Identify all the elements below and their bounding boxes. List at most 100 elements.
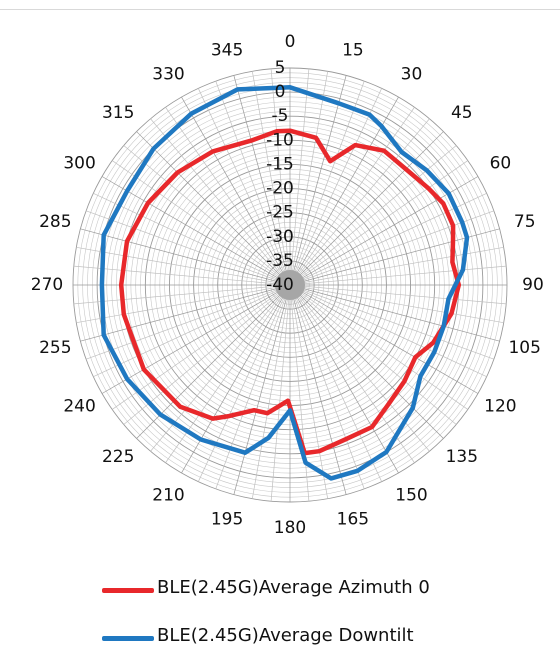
grid-spoke (197, 88, 291, 286)
grid-spoke (289, 284, 415, 463)
grid-spoke (73, 265, 291, 286)
grid-spoke (80, 228, 291, 286)
grid-spoke (233, 75, 291, 286)
grid-spoke (93, 284, 291, 378)
center-hub (275, 270, 305, 300)
grid-spoke (270, 68, 291, 286)
angle-label: 195 (211, 510, 243, 530)
angle-label: 180 (274, 518, 306, 538)
grid-spoke (289, 284, 444, 439)
angle-label: 0 (285, 32, 296, 52)
angle-label: 45 (451, 103, 473, 123)
grid-spoke (289, 210, 495, 286)
grid-spoke (289, 284, 500, 342)
series-group (99, 85, 470, 481)
grid-spoke (136, 131, 291, 286)
angle-label: 135 (446, 447, 478, 467)
grid-spoke (289, 284, 347, 495)
radial-tick-label: -40 (266, 275, 294, 295)
grid-spoke (76, 284, 291, 324)
grid-spoke (76, 246, 291, 286)
grid-spoke (289, 284, 457, 425)
angle-label: 120 (484, 397, 516, 417)
grid-spoke (289, 284, 430, 452)
radial-tick-label: -35 (266, 251, 294, 271)
radial-tick-label: 0 (275, 82, 286, 102)
grid-spoke (101, 284, 291, 394)
grid-spoke (93, 192, 291, 286)
grid-spoke (112, 160, 291, 286)
series-line-1 (99, 85, 470, 481)
grid-spoke (289, 176, 479, 286)
grid-spoke (251, 71, 291, 286)
grid-spoke (289, 88, 383, 286)
grid-spoke (73, 284, 291, 305)
angle-label: 240 (63, 397, 95, 417)
polar-chart: 0 15 30 45 60 75 90 105 120 135 150 165 180 195 210 225… (31, 32, 544, 538)
grid-spoke (289, 284, 504, 324)
grid-spoke (85, 210, 291, 286)
angle-labels: 0 15 30 45 60 75 90 105 120 135 150 165 180 195 210 225… (31, 32, 544, 538)
grid-spoke (112, 284, 291, 410)
angle-label: 90 (522, 275, 544, 295)
polar-grid (72, 67, 508, 503)
angle-label: 15 (342, 40, 364, 60)
grid-spoke (289, 284, 479, 394)
grid-spoke (289, 284, 399, 474)
grid-spoke (165, 107, 291, 286)
grid-spoke (101, 176, 291, 286)
grid-spoke (85, 284, 291, 360)
grid-spoke (289, 145, 457, 286)
angle-label: 165 (337, 510, 369, 530)
legend-label-azimuth: BLE(2.45G)Average Azimuth 0 (157, 577, 430, 598)
angle-label: 60 (490, 154, 512, 174)
angle-label: 315 (102, 103, 134, 123)
grid-spoke (150, 118, 291, 286)
grid-spoke (181, 96, 291, 286)
grid-spoke (289, 75, 347, 286)
radial-tick-label: -25 (266, 203, 294, 223)
grid-spoke (289, 284, 365, 490)
grid-spoke (181, 284, 291, 474)
grid-spoke (289, 284, 383, 482)
grid-spoke (289, 265, 507, 286)
grid-spoke (289, 284, 329, 499)
grid-spoke (251, 284, 291, 499)
grid-spoke (289, 107, 415, 286)
radial-tick-label: -10 (266, 130, 294, 150)
angle-label: 75 (514, 212, 536, 232)
grid-spoke (233, 284, 291, 495)
grid-spoke (289, 284, 468, 410)
grid-spoke (289, 131, 444, 286)
grid-spoke (123, 145, 291, 286)
radial-labels: 5 0 -5 -10 -15 -20 -25 -30 -35 -40 (266, 58, 294, 295)
angle-label: 255 (39, 338, 71, 358)
grid-spoke (270, 284, 291, 502)
radial-tick-label: -30 (266, 227, 294, 247)
grid-spoke (197, 284, 291, 482)
grid-spoke (123, 284, 291, 425)
angle-label: 210 (152, 485, 184, 505)
grid-spoke (80, 284, 291, 342)
grid-spoke (289, 80, 365, 286)
angle-label: 330 (152, 65, 184, 85)
radial-tick-label: -20 (266, 179, 294, 199)
grid-spoke (215, 284, 291, 490)
angle-label: 345 (211, 40, 243, 60)
radial-tick-label: -15 (266, 154, 294, 174)
grid-spoke (215, 80, 291, 286)
angle-label: 150 (395, 485, 427, 505)
legend-swatch-downtilt (102, 636, 154, 641)
grid-spoke (289, 71, 329, 286)
grid-spoke (289, 68, 310, 286)
radial-tick-label: -5 (272, 106, 289, 126)
legend-label-downtilt: BLE(2.45G)Average Downtilt (157, 625, 414, 646)
angle-label: 30 (401, 65, 423, 85)
angle-label: 285 (39, 212, 71, 232)
grid-spoke (289, 284, 487, 378)
grid-spoke (289, 246, 504, 286)
angle-label: 270 (31, 275, 63, 295)
grid-spoke (136, 284, 291, 439)
radial-tick-label: 5 (275, 58, 286, 78)
grid-spoke (289, 284, 507, 305)
